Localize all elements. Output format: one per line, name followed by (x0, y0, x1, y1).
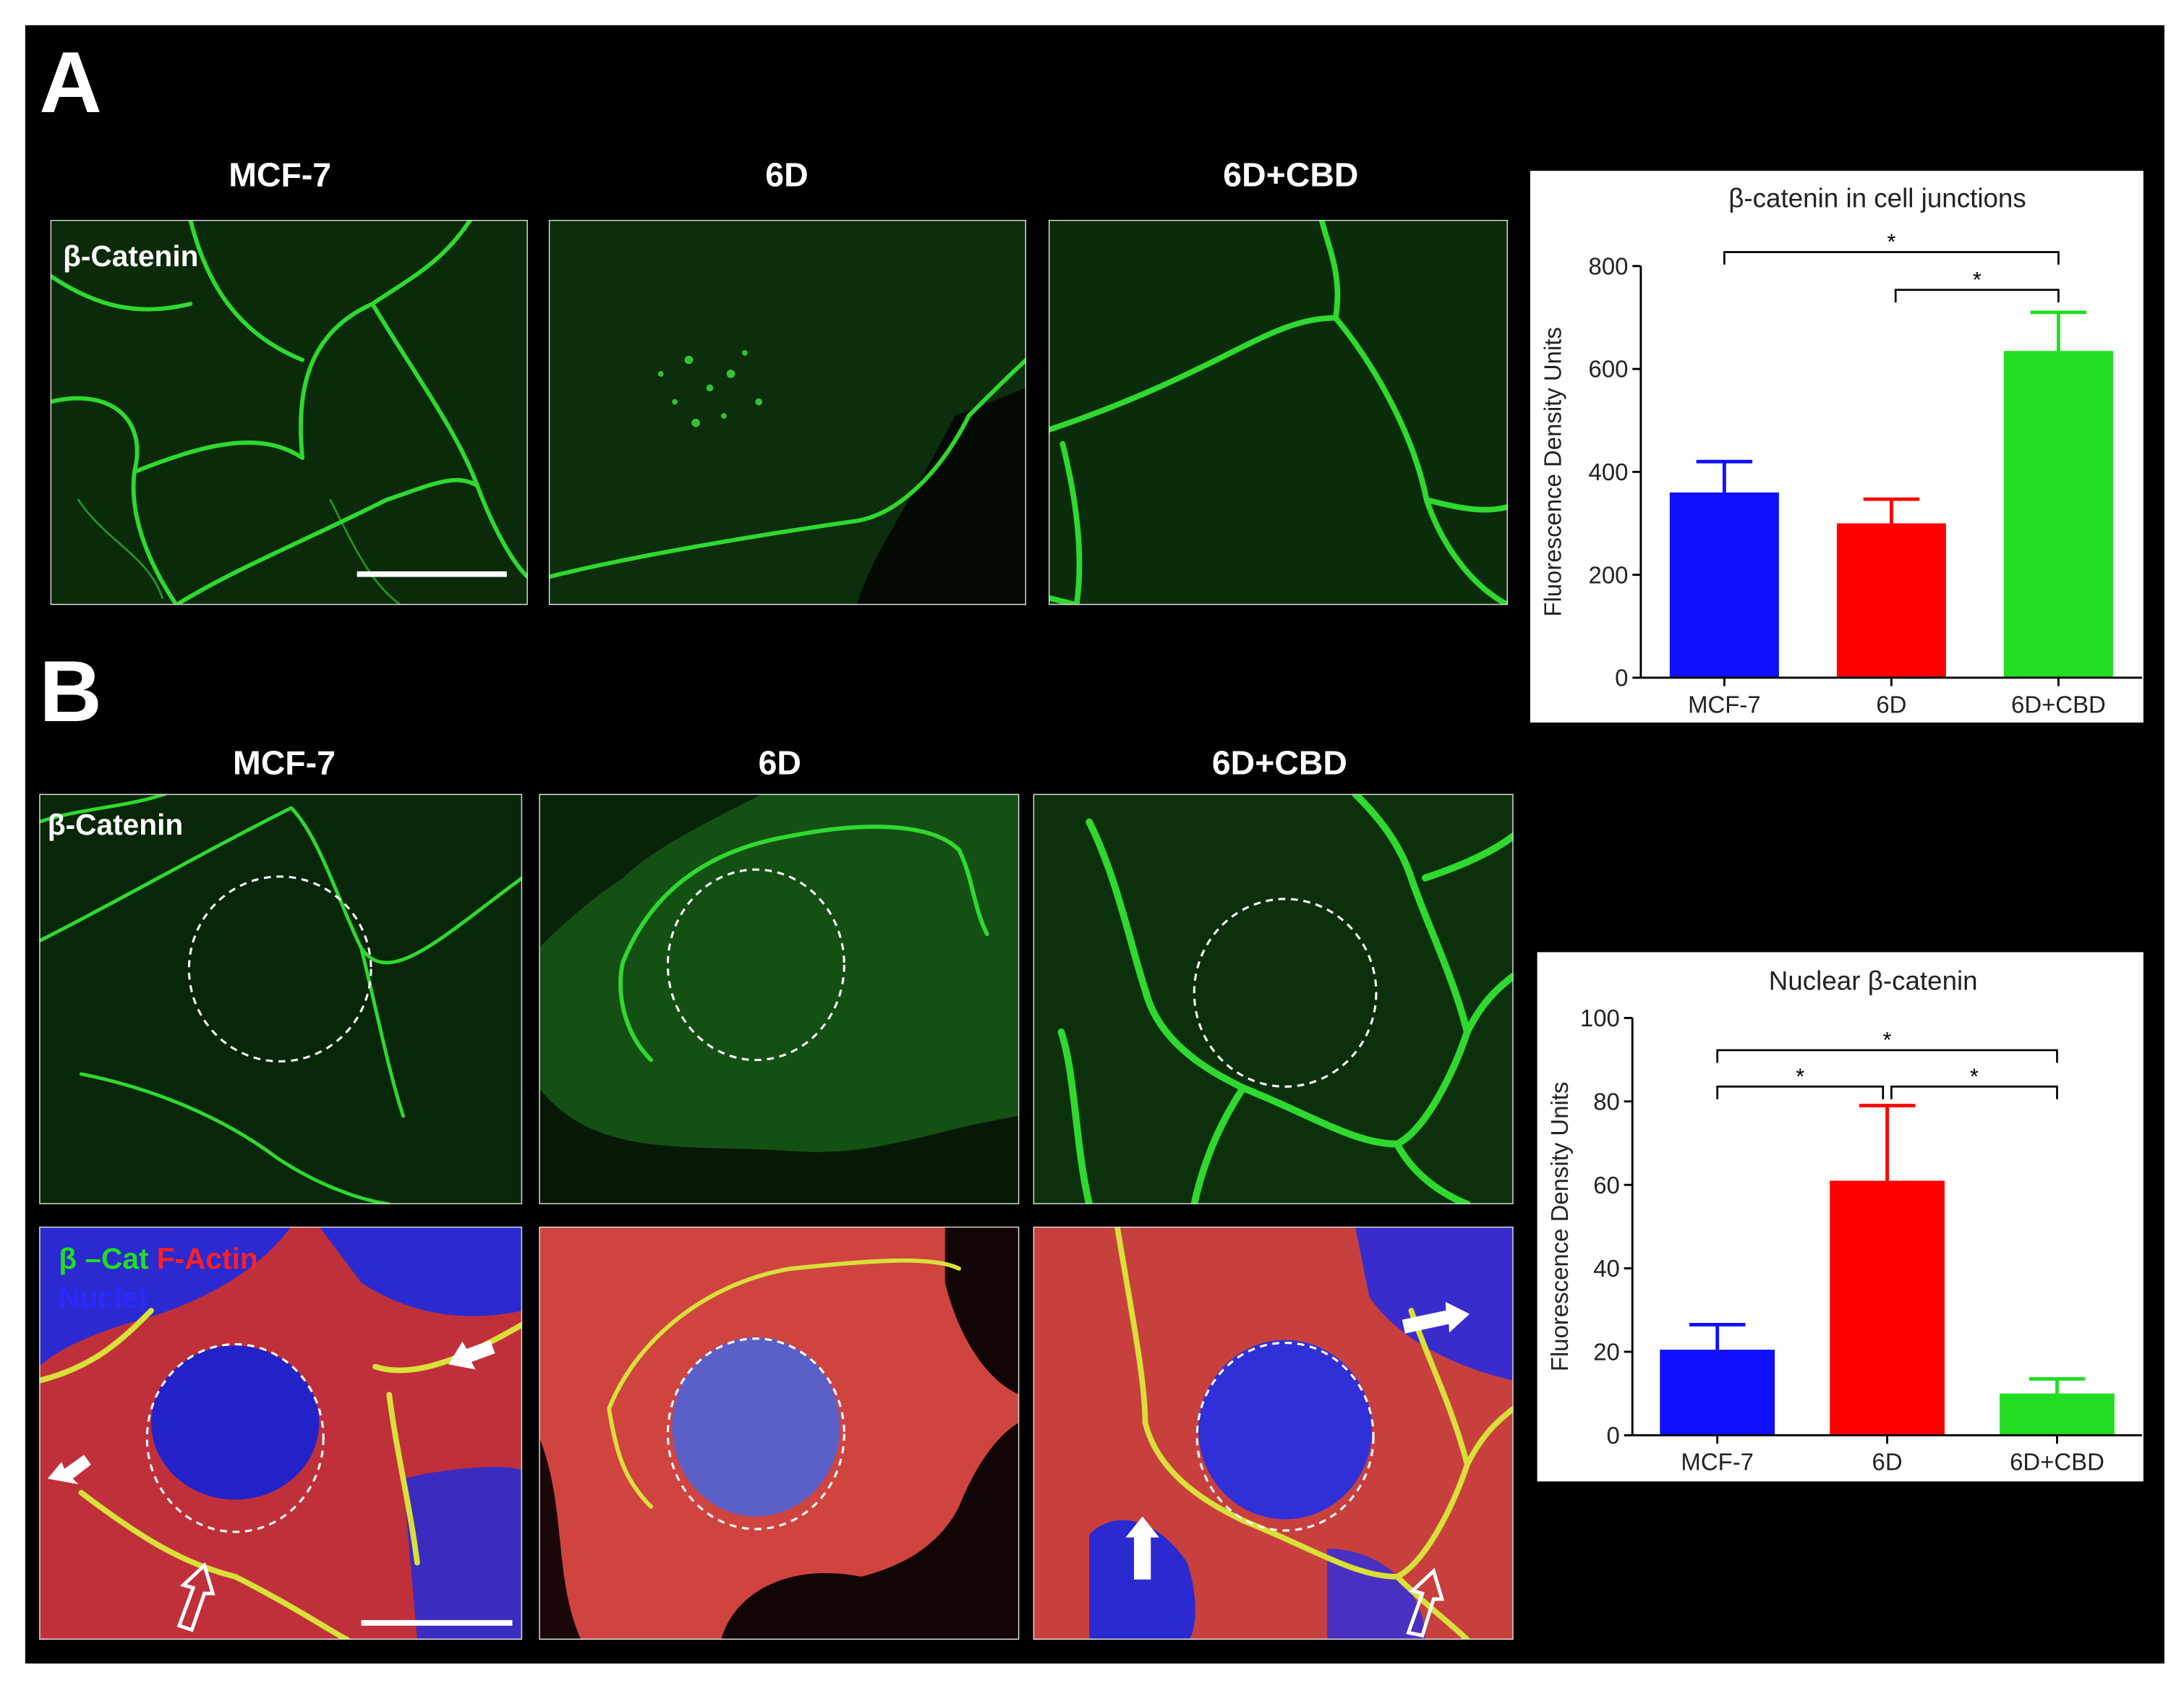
bar (2003, 351, 2113, 678)
column-label: 6D (759, 744, 801, 782)
y-tick-label: 600 (1589, 356, 1629, 383)
bar (1660, 1350, 1775, 1436)
micrograph (1048, 219, 1508, 605)
x-tick-label: 6D+CBD (2010, 1449, 2104, 1476)
micrograph (39, 793, 523, 1204)
x-tick-label: 6D (1872, 1449, 1903, 1476)
y-tick-label: 0 (1615, 665, 1628, 691)
bar (2000, 1393, 2115, 1436)
y-tick-label: 200 (1589, 561, 1629, 588)
y-tick-label: 400 (1589, 459, 1629, 485)
micrograph (50, 219, 528, 605)
significance-label: * (1970, 1063, 1979, 1089)
x-tick-label: 6D+CBD (2011, 691, 2106, 718)
error-bar (1689, 1323, 1746, 1350)
error-bar (1696, 459, 1753, 493)
significance-bracket (1890, 1085, 2058, 1099)
x-tick-label: MCF-7 (1681, 1449, 1754, 1476)
y-tick-label: 80 (1593, 1088, 1620, 1115)
y-tick-label: 0 (1607, 1422, 1620, 1449)
merge-label-blue: Nuclei (59, 1281, 147, 1314)
micrograph (1033, 1226, 1514, 1640)
panel-label: A (39, 34, 102, 131)
x-tick-label: 6D (1876, 691, 1906, 718)
micrograph (539, 793, 1020, 1204)
y-tick-label: 20 (1593, 1339, 1620, 1366)
merge-label-green: β –Cat (59, 1242, 149, 1275)
y-tick-label: 60 (1593, 1172, 1620, 1198)
micrograph (1033, 793, 1514, 1204)
bar (1669, 492, 1779, 678)
y-tick-label: 100 (1580, 1005, 1620, 1031)
x-tick-label: MCF-7 (1688, 691, 1761, 718)
micrograph (539, 1226, 1020, 1640)
column-label: 6D+CBD (1212, 744, 1347, 782)
significance-label: * (1973, 267, 1982, 292)
significance-label: * (1887, 229, 1895, 255)
significance-label: * (1796, 1063, 1804, 1089)
error-bar (2029, 1377, 2086, 1394)
micrograph (548, 219, 1027, 605)
column-label: 6D (765, 156, 808, 193)
merge-label: β –Cat F-Actin (59, 1242, 257, 1275)
significance-label: * (1883, 1027, 1892, 1052)
error-bar (1859, 1104, 1916, 1181)
y-axis-label: Fluorescence Density Units (1546, 1082, 1573, 1372)
significance-bracket (1716, 1049, 2058, 1063)
column-label: MCF-7 (233, 744, 336, 782)
micrograph (39, 1226, 523, 1640)
significance-bracket (1894, 289, 2060, 303)
stain-label: β-Catenin (63, 239, 198, 273)
chart-title: β-catenin in cell junctions (1728, 184, 2026, 213)
bar (1836, 523, 1946, 678)
significance-bracket (1723, 251, 2060, 265)
y-tick-label: 800 (1589, 252, 1629, 279)
chart-title: Nuclear β-catenin (1769, 966, 1978, 996)
panel-label: B (39, 643, 102, 740)
stain-label: β-Catenin (48, 808, 183, 841)
column-label: MCF-7 (229, 156, 331, 193)
y-tick-label: 40 (1593, 1255, 1620, 1282)
y-axis-label: Fluorescence Density Units (1540, 327, 1566, 617)
error-bar (2030, 310, 2087, 352)
merge-label-red: F-Actin (157, 1242, 258, 1275)
error-bar (1863, 497, 1920, 524)
chart: Nuclear β-catenin Fluorescence Density Un… (1537, 952, 2144, 1482)
bar (1830, 1180, 1945, 1436)
significance-bracket (1716, 1085, 1885, 1099)
column-label: 6D+CBD (1223, 156, 1358, 193)
chart: β-catenin in cell junctions Fluorescence … (1530, 171, 2144, 723)
